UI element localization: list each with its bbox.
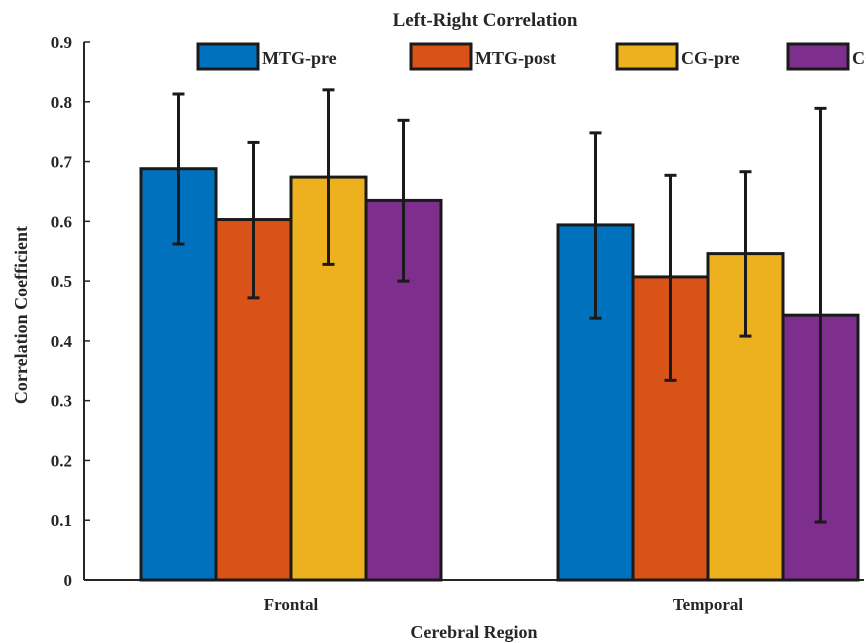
- legend-swatch: [786, 42, 850, 71]
- legend-swatch: [196, 42, 260, 71]
- legend-swatch: [409, 42, 473, 71]
- legend-swatch: [615, 42, 679, 71]
- plot-area: 0 0.1 0.2 0.3 0.4 0.5 0.6 0.7 0.8 0.9 Frontal Tempo…: [51, 33, 864, 614]
- y-tick-label: 0.3: [51, 392, 72, 411]
- x-tick-label: Temporal: [673, 595, 743, 614]
- y-tick-label: 0.6: [51, 212, 72, 231]
- y-axis-label: Correlation Coefficient: [11, 226, 31, 404]
- legend: MTG-pre MTG-post CG-pre CG-post: [196, 42, 866, 71]
- x-tick-label: Frontal: [264, 595, 319, 614]
- y-tick-label: 0: [64, 571, 73, 590]
- legend-label: MTG-post: [475, 48, 556, 68]
- x-axis-label: Cerebral Region: [410, 622, 537, 642]
- y-tick-label: 0.8: [51, 93, 72, 112]
- y-tick-label: 0.5: [51, 272, 72, 291]
- legend-label: MTG-pre: [262, 48, 337, 68]
- legend-label: CG-pre: [681, 48, 740, 68]
- y-tick-label: 0.7: [51, 153, 73, 172]
- y-tick-label: 0.2: [51, 451, 72, 470]
- y-tick-label: 0.9: [51, 33, 72, 52]
- chart-title: Left-Right Correlation: [393, 10, 578, 31]
- y-tick-label: 0.4: [51, 332, 73, 351]
- legend-label: CG-post: [852, 48, 866, 68]
- y-tick-label: 0.1: [51, 511, 72, 530]
